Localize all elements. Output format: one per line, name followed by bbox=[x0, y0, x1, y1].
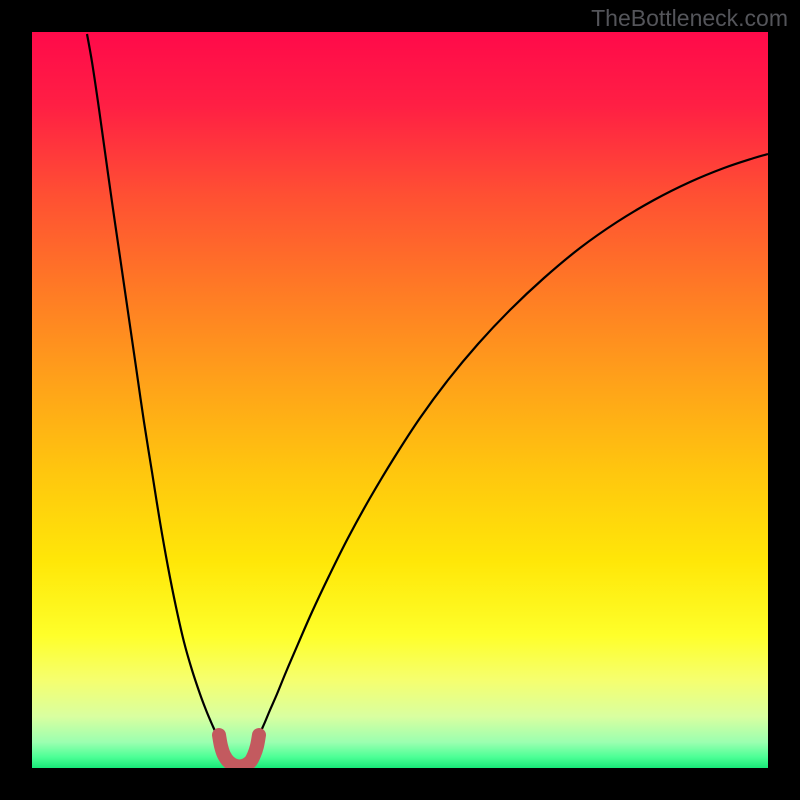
curve-right-line bbox=[256, 154, 768, 743]
chart-svg bbox=[32, 32, 768, 768]
minimum-u-marker bbox=[219, 735, 259, 767]
chart-plot-area bbox=[32, 32, 768, 768]
watermark-text: TheBottleneck.com bbox=[591, 5, 788, 32]
curve-left-line bbox=[87, 34, 220, 743]
